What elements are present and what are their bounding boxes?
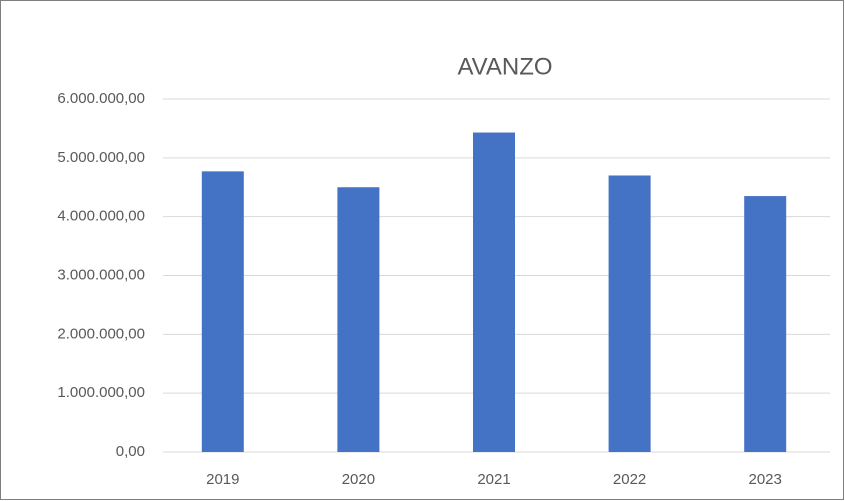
y-tick-label: 0,00 (116, 443, 145, 460)
bar (337, 187, 380, 452)
y-tick-label: 1.000.000,00 (57, 384, 145, 401)
x-tick-label: 2023 (749, 471, 782, 488)
y-tick-label: 4.000.000,00 (57, 208, 145, 225)
bar (201, 171, 244, 453)
bar (744, 196, 787, 452)
x-tick-label: 2022 (613, 471, 646, 488)
y-tick-label: 6.000.000,00 (57, 90, 145, 107)
x-tick-label: 2019 (206, 471, 239, 488)
x-tick-label: 2021 (477, 471, 510, 488)
x-tick-label: 2020 (342, 471, 375, 488)
y-tick-label: 5.000.000,00 (57, 149, 145, 166)
y-tick-label: 3.000.000,00 (57, 266, 145, 283)
bar (608, 175, 651, 452)
chart-title: AVANZO (457, 53, 552, 80)
y-tick-label: 2.000.000,00 (57, 325, 145, 342)
bar (473, 132, 515, 452)
